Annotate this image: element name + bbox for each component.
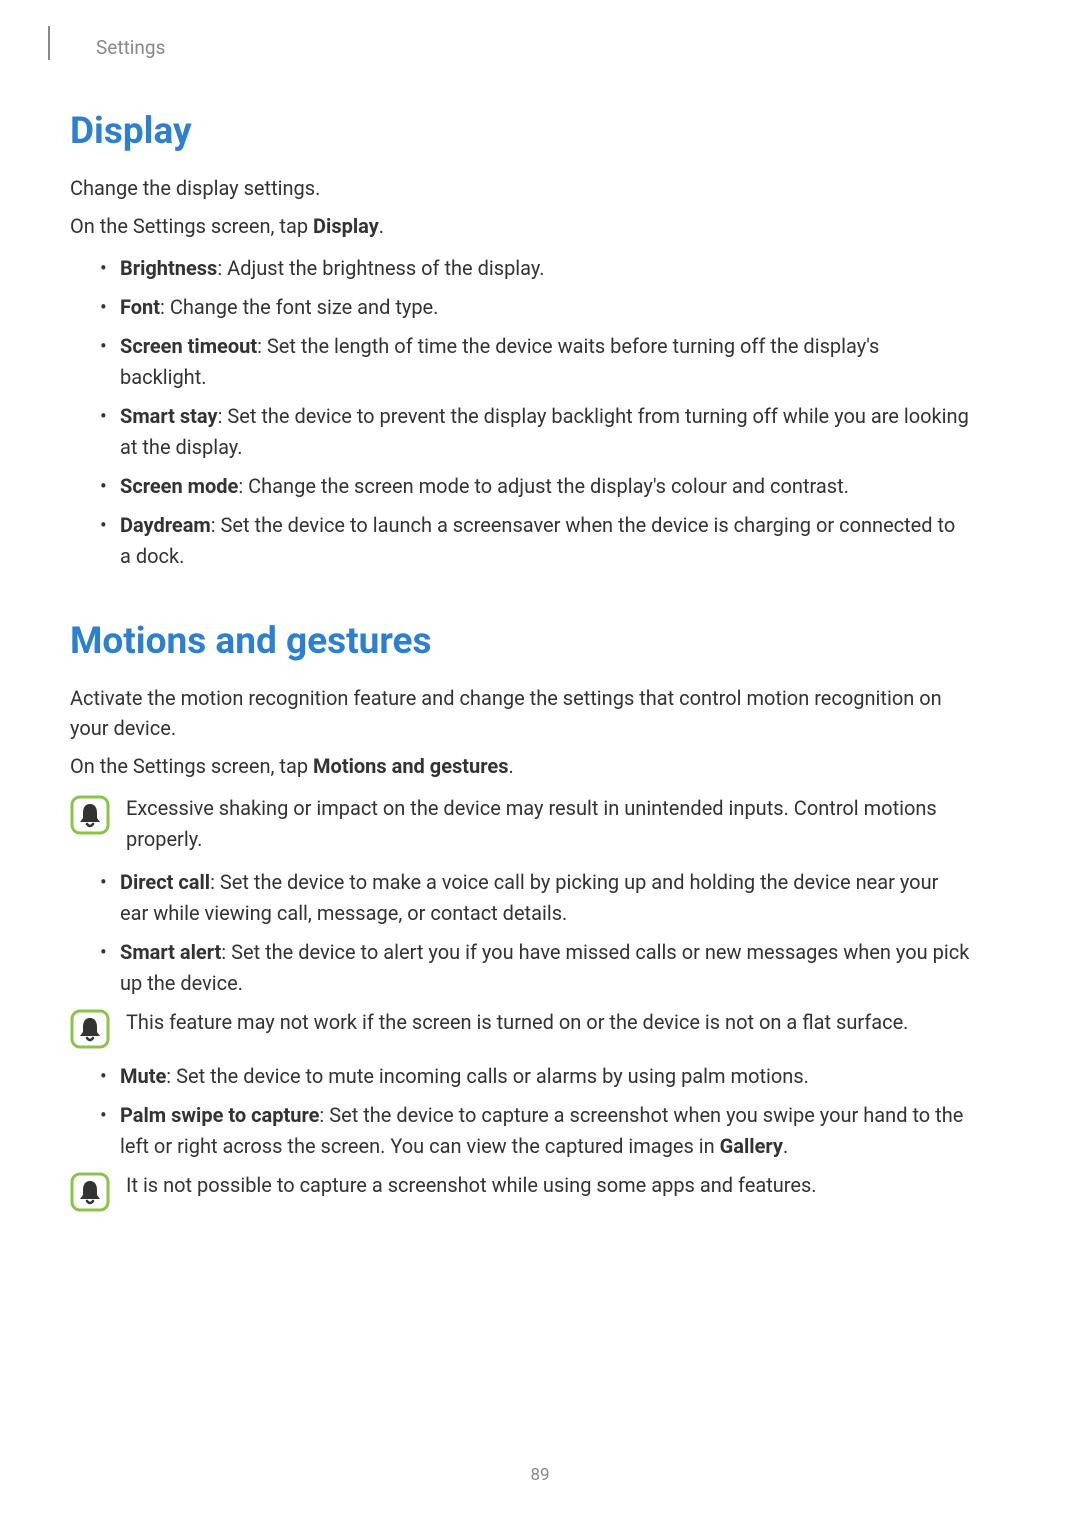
list-item: Smart stay: Set the device to prevent th… <box>100 401 970 463</box>
note-text: This feature may not work if the screen … <box>126 1007 970 1038</box>
instruction-bold: Display <box>313 214 379 238</box>
list-item: Palm swipe to capture: Set the device to… <box>100 1100 970 1162</box>
note-text: It is not possible to capture a screensh… <box>126 1170 970 1201</box>
list-item: Screen mode: Change the screen mode to a… <box>100 471 970 502</box>
item-term: Screen timeout <box>120 334 257 358</box>
note-block: It is not possible to capture a screensh… <box>70 1170 970 1212</box>
heading-display: Display <box>70 110 970 153</box>
item-desc: : Adjust the brightness of the display. <box>217 256 544 280</box>
motions-list-2: Mute: Set the device to mute incoming ca… <box>70 1061 970 1162</box>
list-item: Font: Change the font size and type. <box>100 292 970 323</box>
item-term: Palm swipe to capture <box>120 1103 319 1127</box>
item-term: Smart alert <box>120 940 221 964</box>
item-term: Brightness <box>120 256 217 280</box>
heading-motions: Motions and gestures <box>70 620 970 663</box>
section-motions: Motions and gestures Activate the motion… <box>70 620 970 1212</box>
section-display: Display Change the display settings. On … <box>70 110 970 572</box>
note-block: This feature may not work if the screen … <box>70 1007 970 1049</box>
item-term: Daydream <box>120 513 211 537</box>
list-item: Brightness: Adjust the brightness of the… <box>100 253 970 284</box>
item-desc: : Set the device to prevent the display … <box>120 404 969 459</box>
list-item: Direct call: Set the device to make a vo… <box>100 867 970 929</box>
page-content: Display Change the display settings. On … <box>70 100 970 1224</box>
item-desc: : Set the device to mute incoming calls … <box>166 1064 809 1088</box>
instruction-suffix: . <box>508 754 513 778</box>
header-section-label: Settings <box>96 36 165 59</box>
item-term: Smart stay <box>120 404 218 428</box>
bell-icon <box>70 795 110 835</box>
instruction-text: On the Settings screen, tap <box>70 214 313 238</box>
motions-list-1: Direct call: Set the device to make a vo… <box>70 867 970 999</box>
item-term: Direct call <box>120 870 210 894</box>
note-text: Excessive shaking or impact on the devic… <box>126 793 970 855</box>
note-block: Excessive shaking or impact on the devic… <box>70 793 970 855</box>
motions-instruction: On the Settings screen, tap Motions and … <box>70 751 970 781</box>
display-list: Brightness: Adjust the brightness of the… <box>70 253 970 572</box>
item-desc-bold: Gallery <box>720 1134 783 1158</box>
instruction-bold: Motions and gestures <box>313 754 508 778</box>
instruction-text: On the Settings screen, tap <box>70 754 313 778</box>
display-intro: Change the display settings. <box>70 173 970 203</box>
item-term: Font <box>120 295 160 319</box>
bell-icon <box>70 1172 110 1212</box>
item-desc: : Change the font size and type. <box>160 295 438 319</box>
item-desc-suffix: . <box>783 1134 788 1158</box>
list-item: Daydream: Set the device to launch a scr… <box>100 510 970 572</box>
bell-icon <box>70 1009 110 1049</box>
item-desc: : Set the device to make a voice call by… <box>120 870 938 925</box>
list-item: Screen timeout: Set the length of time t… <box>100 331 970 393</box>
item-desc: : Change the screen mode to adjust the d… <box>238 474 849 498</box>
list-item: Smart alert: Set the device to alert you… <box>100 937 970 999</box>
instruction-suffix: . <box>379 214 384 238</box>
list-item: Mute: Set the device to mute incoming ca… <box>100 1061 970 1092</box>
display-instruction: On the Settings screen, tap Display. <box>70 211 970 241</box>
item-term: Mute <box>120 1064 166 1088</box>
item-desc: : Set the device to launch a screensaver… <box>120 513 955 568</box>
motions-intro: Activate the motion recognition feature … <box>70 683 970 743</box>
page-number: 89 <box>0 1465 1080 1485</box>
item-term: Screen mode <box>120 474 238 498</box>
header-mark <box>48 26 50 60</box>
item-desc: : Set the device to alert you if you hav… <box>120 940 969 995</box>
